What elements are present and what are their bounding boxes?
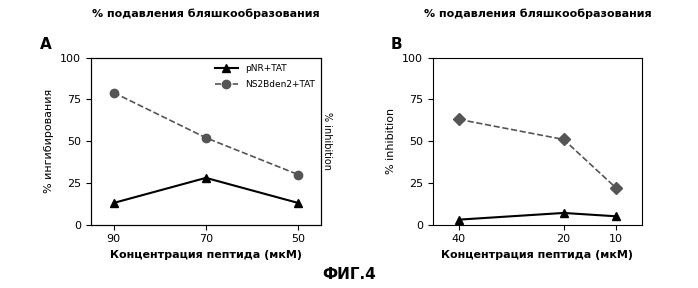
pNR+TAT <box>560 211 568 215</box>
Text: % подавления бляшкообразования: % подавления бляшкообразования <box>424 9 651 19</box>
NS2Bden2+TAT <box>294 173 302 176</box>
pNR+TAT <box>611 215 620 218</box>
pNR+TAT <box>202 176 210 180</box>
X-axis label: Концентрация пептида (мкМ): Концентрация пептида (мкМ) <box>110 250 302 260</box>
pNR+TAT <box>110 201 118 205</box>
Y-axis label: % ингибирования: % ингибирования <box>45 89 54 193</box>
Text: ФИГ.4: ФИГ.4 <box>322 267 376 282</box>
Legend: pNR+TAT, NS2Bden2+TAT: pNR+TAT, NS2Bden2+TAT <box>214 62 317 91</box>
Y-axis label: % inhibition: % inhibition <box>387 108 396 174</box>
Line: pNR+TAT: pNR+TAT <box>110 174 302 207</box>
Line: pNR+TAT: pNR+TAT <box>455 209 620 224</box>
Text: A: A <box>40 37 52 52</box>
X-axis label: Концентрация пептида (мкМ): Концентрация пептида (мкМ) <box>441 250 634 260</box>
Line: NS2Bden2+TAT: NS2Bden2+TAT <box>455 115 620 192</box>
NS2Bden2+TAT <box>611 186 620 190</box>
NS2Bden2+TAT <box>455 118 463 121</box>
NS2Bden2+TAT <box>110 91 118 94</box>
pNR+TAT <box>455 218 463 221</box>
NS2Bden2+TAT <box>560 138 568 141</box>
Text: B: B <box>391 37 403 52</box>
Line: NS2Bden2+TAT: NS2Bden2+TAT <box>110 88 302 179</box>
Text: % подавления бляшкообразования: % подавления бляшкообразования <box>92 9 320 19</box>
NS2Bden2+TAT <box>202 136 210 139</box>
Y-axis label: % inhibition: % inhibition <box>322 112 332 170</box>
pNR+TAT <box>294 201 302 205</box>
